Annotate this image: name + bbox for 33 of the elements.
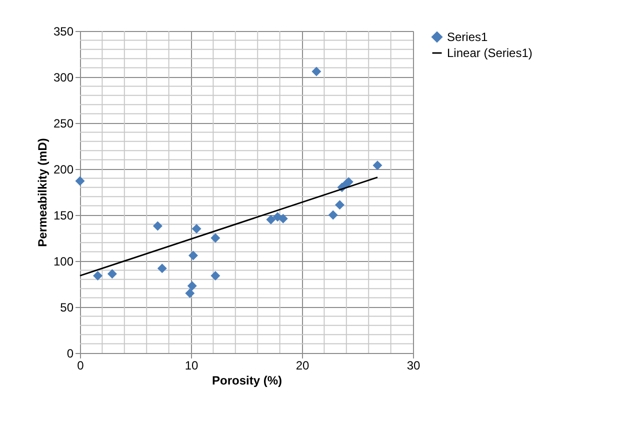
point — [157, 264, 167, 274]
x-tick-label: 20 — [296, 358, 310, 372]
y-tick-label: 150 — [53, 208, 74, 222]
point — [75, 176, 85, 186]
x-tick-label: 10 — [184, 358, 198, 372]
y-tick-label: 50 — [60, 300, 74, 314]
point — [372, 160, 382, 170]
y-tick-label: 200 — [53, 162, 74, 176]
x-axis-title: Porosity (%) — [212, 374, 282, 388]
x-tick-label: 0 — [77, 358, 84, 372]
point — [312, 66, 322, 76]
y-tick-label: 0 — [66, 346, 74, 360]
point — [152, 221, 162, 231]
point — [334, 200, 344, 210]
point — [210, 233, 220, 243]
point — [192, 224, 202, 234]
x-tick-label: 30 — [406, 358, 420, 372]
point — [188, 250, 198, 260]
legend-label: Series1 — [447, 30, 488, 44]
point — [266, 214, 276, 224]
point — [107, 269, 117, 279]
point — [278, 214, 288, 224]
y-tick-label: 300 — [53, 70, 74, 84]
y-tick-label: 250 — [53, 116, 74, 130]
point — [93, 270, 103, 280]
y-tick-label: 100 — [53, 254, 74, 268]
point — [328, 210, 338, 220]
point — [210, 270, 220, 280]
y-axis-title: Permeabilkity (mD) — [35, 138, 50, 247]
point — [187, 281, 197, 291]
point — [185, 288, 195, 298]
y-tick-label: 350 — [53, 24, 74, 38]
legend-label: Linear (Series1) — [447, 46, 532, 60]
